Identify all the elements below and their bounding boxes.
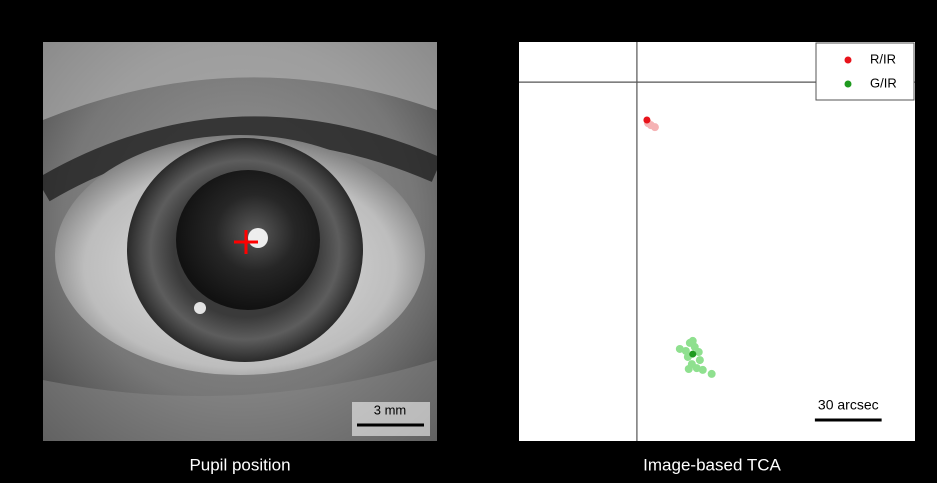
legend-label: R/IR [870, 51, 896, 66]
point [685, 365, 693, 373]
eye-photo [43, 42, 437, 441]
point [699, 366, 707, 374]
mean-point [643, 117, 650, 124]
scale-label: 30 arcsec [818, 397, 879, 413]
legend-marker [845, 81, 852, 88]
figure: 3 mm Pupil position R/IR G/IR 30 arcsec Im… [0, 0, 937, 483]
scale-label: 3 mm [374, 402, 407, 417]
point [676, 345, 684, 353]
legend-marker [845, 57, 852, 64]
point [708, 370, 716, 378]
point [651, 123, 659, 131]
caption: Image-based TCA [643, 455, 781, 474]
point [689, 337, 697, 345]
mean-point [689, 351, 696, 358]
plot-area [519, 42, 915, 441]
legend-box [816, 43, 914, 100]
caption: Pupil position [189, 455, 290, 474]
legend-label: G/IR [870, 75, 897, 90]
point [696, 356, 704, 364]
tca-plot: R/IR G/IR 30 arcsec [519, 42, 915, 441]
